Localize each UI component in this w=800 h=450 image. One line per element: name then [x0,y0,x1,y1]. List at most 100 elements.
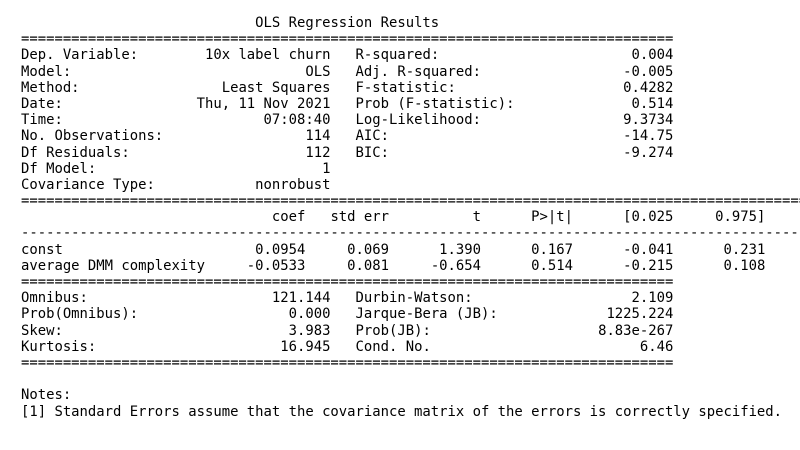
fit-stat-label: AIC: [355,128,523,145]
model-info-label: Time: [21,112,180,129]
rule-coef-top: ========================================… [21,193,800,209]
model-info-label: Model: [21,63,180,80]
model-info-value: 1 [179,160,331,177]
coef-column-header: P>|t| [481,209,573,226]
coef-column-header: std err [305,209,389,226]
model-info-label: Df Residuals: [21,144,180,161]
model-info-value: Thu, 11 Nov 2021 [179,95,331,112]
coef-cell: 0.514 [481,257,573,274]
diagnostic-label: Prob(JB): [355,322,523,339]
diagnostics-row: Skew: 3.983 Prob(JB): 8.83e-267 [21,323,800,339]
rule-coef-mid-text: ----------------------------------------… [21,225,800,242]
model-info-value: 114 [179,128,331,145]
model-info-row: Dep. Variable: 10x label churn R-squared… [21,47,800,63]
report-title: OLS Regression Results [21,15,800,31]
title-text: OLS Regression Results [255,15,440,31]
diagnostic-value: 3.983 [179,322,331,339]
coef-column-header: 0.975] [673,209,766,226]
model-info-value: 112 [179,144,331,161]
diagnostic-label: Omnibus: [21,290,180,307]
rule-top-text: ========================================… [21,31,674,48]
diagnostic-value: 2.109 [522,290,674,307]
model-info-row: Time: 07:08:40 Log-Likelihood: 9.3734 [21,112,800,128]
fit-stat-value: 0.004 [522,47,674,64]
diagnostic-value: 8.83e-267 [522,322,674,339]
fit-stat-value: -0.005 [522,63,674,80]
coef-row-name: average DMM complexity [21,257,222,274]
diagnostic-label: Durbin-Watson: [355,290,523,307]
rule-bottom-text: ========================================… [21,354,674,371]
coef-cell: 0.167 [481,241,573,258]
model-info-row: Method: Least Squares F-statistic: 0.428… [21,80,800,96]
model-info-label: Dep. Variable: [21,47,180,64]
coef-cell: -0.041 [573,241,674,258]
blank-line [21,371,800,387]
rule-diag-top: ========================================… [21,274,800,290]
fit-stat-label: Prob (F-statistic): [355,95,523,112]
model-info-row: Date: Thu, 11 Nov 2021 Prob (F-statistic… [21,96,800,112]
coef-cell: 0.108 [673,257,766,274]
coef-cell: -0.215 [573,257,674,274]
diagnostic-value: 0.000 [179,306,331,323]
coef-table-row: average DMM complexity -0.0533 0.081 -0.… [21,258,800,274]
fit-stat-value: -14.75 [522,128,674,145]
notes-heading: Notes: [21,387,800,403]
rule-bottom: ========================================… [21,355,800,371]
diagnostic-value: 121.144 [179,290,331,307]
fit-stat-label: R-squared: [355,47,523,64]
model-info-label: Method: [21,79,180,96]
fit-stat-label: Adj. R-squared: [355,63,523,80]
rule-top: ========================================… [21,31,800,47]
coef-cell: 0.231 [673,241,766,258]
coef-row-name: const [21,241,222,258]
diagnostic-value: 6.46 [522,338,674,355]
coef-column-header: [0.025 [573,209,674,226]
coef-cell: 1.390 [389,241,481,258]
model-info-label: Df Model: [21,160,180,177]
diagnostic-label: Jarque-Bera (JB): [355,306,523,323]
model-info-label: No. Observations: [21,128,180,145]
model-info-value: nonrobust [179,176,331,193]
coef-column-header: coef [221,209,306,226]
coef-header-row: coef std err t P>|t| [0.025 0.975] [21,209,800,225]
fit-stat-label: F-statistic: [355,79,523,96]
model-info-row: Df Model: 1 [21,161,800,177]
diagnostic-label: Skew: [21,322,180,339]
ols-regression-report: OLS Regression Results ==================… [21,15,800,420]
coef-cell: 0.081 [305,257,389,274]
coef-cell: -0.654 [389,257,481,274]
diagnostics-row: Prob(Omnibus): 0.000 Jarque-Bera (JB): 1… [21,306,800,322]
rule-coef-mid: ----------------------------------------… [21,225,800,241]
model-info-row: No. Observations: 114 AIC: -14.75 [21,128,800,144]
notes-heading-text: Notes: [21,387,72,404]
fit-stat-label: BIC: [355,144,523,161]
diagnostic-value: 1225.224 [522,306,674,323]
model-info-row: Df Residuals: 112 BIC: -9.274 [21,145,800,161]
model-info-label: Date: [21,95,180,112]
model-info-value: OLS [179,63,331,80]
diagnostic-value: 16.945 [179,338,331,355]
diagnostic-label: Kurtosis: [21,338,180,355]
model-info-value: 07:08:40 [179,112,331,129]
model-info-row: Covariance Type: nonrobust [21,177,800,193]
coef-cell: 0.0954 [221,241,306,258]
model-info-row: Model: OLS Adj. R-squared: -0.005 [21,64,800,80]
fit-stat-value: 0.4282 [522,79,674,96]
note-item: [1] Standard Errors assume that the cova… [21,404,800,420]
coef-cell: 0.069 [305,241,389,258]
rule-diag-top-text: ========================================… [21,274,674,290]
coef-cell: -0.0533 [221,257,306,274]
note-text: [1] Standard Errors assume that the cova… [21,403,783,420]
coef-column-header: t [389,209,481,226]
diagnostic-label: Prob(Omnibus): [21,306,180,323]
model-info-label: Covariance Type: [21,176,180,193]
fit-stat-value: 9.3734 [522,112,674,129]
model-info-value: Least Squares [179,79,331,96]
diagnostics-row: Kurtosis: 16.945 Cond. No. 6.46 [21,339,800,355]
diagnostic-label: Cond. No. [355,338,523,355]
coef-table-row: const 0.0954 0.069 1.390 0.167 -0.041 0.… [21,242,800,258]
fit-stat-label: Log-Likelihood: [355,112,523,129]
model-info-value: 10x label churn [179,47,331,64]
fit-stat-value: 0.514 [522,95,674,112]
fit-stat-value: -9.274 [522,144,674,161]
